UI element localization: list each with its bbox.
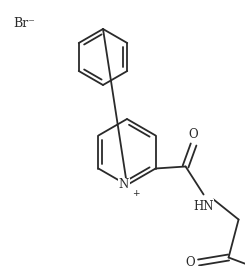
Text: N: N bbox=[119, 178, 129, 192]
Text: +: + bbox=[132, 189, 140, 197]
Text: O: O bbox=[186, 256, 196, 266]
Text: HN: HN bbox=[193, 200, 214, 213]
Text: O: O bbox=[189, 128, 198, 141]
Text: Br⁻: Br⁻ bbox=[13, 17, 35, 30]
